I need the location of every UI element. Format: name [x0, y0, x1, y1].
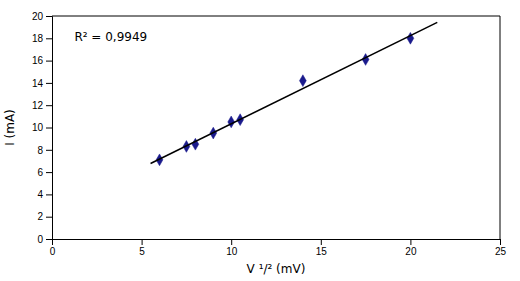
- chart: 0 5 10 15 20 25 0 2 4 6 8 10 12 14 16 18 20 R² = 0,9949 V …: [0, 0, 520, 281]
- y-axis-tick: 10: [32, 122, 52, 133]
- y-axis-tick: 6: [37, 167, 52, 178]
- x-axis-tick: 20: [405, 239, 417, 257]
- y-axis-tick: 18: [32, 33, 52, 44]
- x-axis-tick-mark: [321, 239, 322, 245]
- plot: 0 5 10 15 20 25 0 2 4 6 8 10 12 14 16 18 20 R² = 0,9949: [32, 11, 507, 257]
- x-axis-tick: 15: [316, 239, 328, 257]
- y-axis-tick-mark: [46, 150, 52, 151]
- x-axis-tick-mark: [231, 239, 232, 245]
- y-axis-tick-label: 12: [32, 100, 44, 111]
- point: [299, 75, 306, 87]
- y-axis-tick-mark: [46, 61, 52, 62]
- y-axis-tick-mark: [46, 239, 52, 240]
- x-axis-tick: 5: [139, 239, 145, 257]
- y-axis-tick-mark: [46, 16, 52, 17]
- x-axis-tick-mark: [500, 239, 501, 245]
- x-axis-tick: 10: [226, 239, 238, 257]
- y-axis: 0 2 4 6 8 10 12 14 16 18 20: [32, 11, 53, 245]
- y-axis-tick-label: 20: [32, 11, 44, 22]
- y-axis-title: I (mA): [3, 109, 17, 146]
- y-axis-tick-label: 14: [32, 78, 44, 89]
- x-axis-title: V ¹/² (mV): [247, 262, 306, 276]
- y-axis-tick: 0: [37, 234, 52, 245]
- y-axis-tick-mark: [46, 83, 52, 84]
- y-axis-tick-label: 18: [32, 33, 44, 44]
- x-axis-tick: 25: [495, 239, 507, 257]
- y-axis-tick-label: 6: [37, 167, 43, 178]
- y-axis-tick: 8: [37, 145, 52, 156]
- y-axis-tick-label: 8: [37, 145, 43, 156]
- annotation: R² = 0,9949: [74, 30, 147, 44]
- y-axis-tick-label: 4: [37, 189, 43, 200]
- y-axis-tick-mark: [46, 38, 52, 39]
- frame: [500, 16, 501, 239]
- x-axis-tick-label: 0: [50, 246, 56, 257]
- y-axis-tick: 14: [32, 78, 52, 89]
- marks: [151, 22, 438, 165]
- y-axis-tick: 4: [37, 189, 52, 200]
- x-axis-tick: 0: [50, 239, 56, 257]
- x-axis-tick-label: 20: [405, 246, 417, 257]
- y-axis-tick-mark: [46, 105, 52, 106]
- y-axis-tick-label: 0: [37, 234, 43, 245]
- y-axis-tick-mark: [46, 217, 52, 218]
- y-axis-tick-label: 16: [32, 55, 44, 66]
- x-axis-line: [53, 240, 501, 246]
- y-axis-tick-label: 2: [37, 211, 43, 222]
- y-axis-tick: 20: [32, 11, 52, 22]
- y-axis-line: [46, 17, 53, 240]
- y-axis-tick: 12: [32, 100, 52, 111]
- y-axis-tick-mark: [46, 172, 52, 173]
- x-axis-tick-label: 5: [139, 246, 145, 257]
- y-axis-tick-mark: [46, 194, 52, 195]
- y-axis-tick-label: 10: [32, 122, 44, 133]
- y-axis-tick-mark: [46, 128, 52, 129]
- x-axis-tick-mark: [410, 239, 411, 245]
- x-axis-tick-label: 10: [226, 246, 238, 257]
- x-axis-tick-mark: [142, 239, 143, 245]
- x-axis-tick-label: 15: [316, 246, 328, 257]
- y-axis-tick: 16: [32, 55, 52, 66]
- frame: [52, 16, 500, 17]
- x-axis-tick-label: 25: [495, 246, 507, 257]
- x-axis: 0 5 10 15 20 25: [50, 239, 507, 257]
- trendline: [151, 22, 438, 163]
- y-axis-tick: 2: [37, 211, 52, 222]
